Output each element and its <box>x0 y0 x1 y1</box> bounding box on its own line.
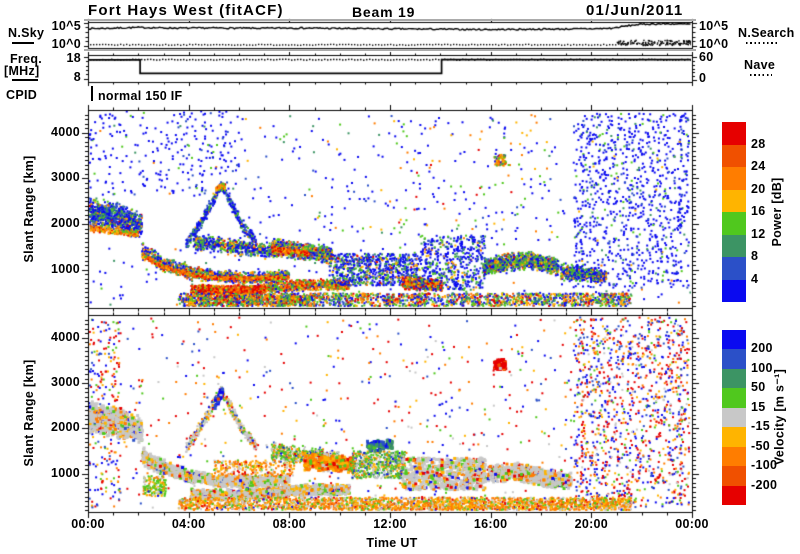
velocity-colorbar-tick-label: 50 <box>751 380 766 395</box>
velocity-colorbar-tick-label: -100 <box>751 458 778 473</box>
freq-label: Freq. <box>10 52 43 66</box>
nave-label: Nave <box>744 58 776 72</box>
freq-ytick-bottom: 8 <box>73 70 81 84</box>
velocity-colorbar-title: Velocity [m s⁻¹] <box>772 368 787 466</box>
velocity-colorbar-tick-label: 15 <box>751 399 766 414</box>
xaxis-tick-label: 00:00 <box>71 517 105 531</box>
xaxis-tick-label: 16:00 <box>473 517 508 531</box>
velocity-colorbar-segment <box>722 446 746 467</box>
velocity-yaxis-tick-label: 4000 <box>50 329 80 344</box>
xaxis-tick-label: 20:00 <box>574 517 609 531</box>
freq-units-label: [MHz] <box>4 64 40 78</box>
noise-strip-bottom-rule <box>84 48 696 51</box>
velocity-colorbar-tick-label: 100 <box>751 360 773 375</box>
power-colorbar-segment <box>722 212 746 235</box>
power-colorbar-tick-label: 4 <box>751 271 759 286</box>
page-title: Fort Hays West (fitACF) <box>88 2 284 19</box>
power-colorbar-segment <box>722 167 746 190</box>
cpid-change-tick <box>91 86 93 101</box>
xaxis-tick-label: 12:00 <box>373 517 407 531</box>
velocity-colorbar-tick-label: 200 <box>751 341 773 356</box>
velocity-colorbar-segment <box>722 368 746 389</box>
velocity-yaxis-tick-label: 2000 <box>50 420 80 435</box>
nave-ytick-top: 60 <box>699 50 714 64</box>
power-yaxis-tick-label: 4000 <box>50 124 80 139</box>
power-colorbar-tick-label: 28 <box>751 136 766 151</box>
velocity-colorbar-segment <box>722 330 746 350</box>
nsearch-ytick-top: 10^5 <box>699 19 729 33</box>
power-colorbar <box>722 122 746 302</box>
velocity-colorbar-segment <box>722 407 746 428</box>
power-colorbar-title: Power [dB] <box>770 177 784 247</box>
xaxis-tick-label: 00:00 <box>675 517 709 531</box>
power-colorbar-tick-label: 8 <box>751 249 759 263</box>
power-colorbar-tick-label: 12 <box>751 226 766 241</box>
velocity-colorbar-segment <box>722 388 746 408</box>
xaxis-title: Time UT <box>366 536 418 550</box>
nave-ytick-bottom: 0 <box>699 71 707 85</box>
xaxis-tick-label: 04:00 <box>171 517 206 531</box>
velocity-colorbar-segment <box>722 466 746 486</box>
nsky-solid-line-sample <box>12 42 34 44</box>
velocity-colorbar-tick-label: -15 <box>751 419 770 434</box>
freq-ytick-top: 18 <box>66 51 81 65</box>
nsky-label: N.Sky <box>8 26 45 40</box>
velocity-colorbar <box>722 330 746 505</box>
cpid-value: normal 150 IF <box>98 89 183 103</box>
power-colorbar-tick-label: 24 <box>751 159 766 173</box>
velocity-colorbar-segment <box>722 485 746 505</box>
nsky-ytick-bottom: 10^0 <box>51 37 81 51</box>
noise-strip-top-rule <box>84 18 696 21</box>
power-yaxis-tick-label: 2000 <box>50 216 80 231</box>
power-colorbar-tick-label: 16 <box>751 204 766 218</box>
velocity-yaxis-tick-label: 3000 <box>50 375 80 390</box>
freq-solid-line-sample <box>12 79 38 81</box>
date-label: 01/Jun/2011 <box>586 2 684 19</box>
power-yaxis-tick-label: 1000 <box>50 261 80 276</box>
power-colorbar-segment <box>722 122 746 145</box>
velocity-colorbar-segment <box>722 427 746 447</box>
nave-dotted-line-sample <box>750 74 772 76</box>
nsearch-label: N.Search <box>738 26 795 40</box>
cpid-label: CPID <box>6 88 38 102</box>
power-yaxis-tick-label: 3000 <box>50 170 80 185</box>
power-colorbar-segment <box>722 257 746 280</box>
power-colorbar-tick-label: 20 <box>751 181 766 196</box>
beam-label: Beam 19 <box>352 4 416 20</box>
nsky-ytick-top: 10^5 <box>51 19 81 33</box>
power-colorbar-segment <box>722 144 746 167</box>
xaxis-tick-label: 08:00 <box>272 517 307 531</box>
velocity-colorbar-tick-label: -200 <box>751 477 778 492</box>
power-colorbar-segment <box>722 189 746 212</box>
velocity-yaxis-tick-label: 1000 <box>50 465 80 480</box>
power-colorbar-segment <box>722 234 746 257</box>
nsearch-ytick-bottom: 10^0 <box>699 37 729 51</box>
power-colorbar-segment <box>722 279 746 302</box>
velocity-colorbar-tick-label: -50 <box>751 438 770 453</box>
velocity-colorbar-segment <box>722 349 746 369</box>
nsearch-dotted-line-sample <box>746 42 778 44</box>
